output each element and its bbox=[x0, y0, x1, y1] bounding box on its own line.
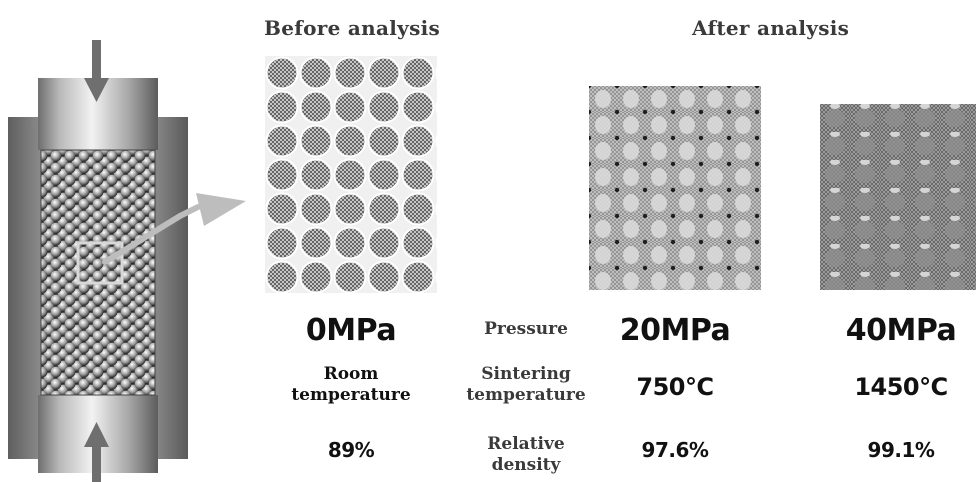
down-arrow-icon bbox=[84, 40, 109, 102]
up-arrow-icon bbox=[84, 422, 109, 482]
row-label-sintering-line2: temperature bbox=[466, 385, 586, 405]
temperature-value-room: Room temperature bbox=[276, 364, 426, 406]
temperature-value-1450: 1450℃ bbox=[854, 373, 948, 401]
temperature-value-750: 750℃ bbox=[636, 373, 714, 401]
magnify-arrow-icon bbox=[102, 193, 246, 265]
magnify-region-box bbox=[76, 241, 124, 285]
row-label-sintering-line1: Sintering bbox=[481, 364, 571, 384]
micrograph-after-20mpa bbox=[589, 86, 761, 290]
micrograph-after-40mpa bbox=[820, 104, 976, 290]
temperature-room-line2: temperature bbox=[291, 385, 411, 405]
temperature-room-line1: Room bbox=[323, 364, 379, 384]
header-after-analysis: After analysis bbox=[692, 16, 850, 40]
density-value-99-1: 99.1% bbox=[867, 438, 935, 462]
row-label-density-line1: Relative bbox=[487, 434, 565, 454]
row-label-pressure: Pressure bbox=[484, 319, 568, 339]
row-label-relative-density: Relative density bbox=[456, 434, 596, 476]
density-value-89: 89% bbox=[327, 438, 375, 462]
micrograph-before-0mpa bbox=[265, 56, 437, 293]
sintering-die-diagram bbox=[8, 40, 246, 482]
density-value-97-6: 97.6% bbox=[641, 438, 709, 462]
row-label-sintering-temperature: Sintering temperature bbox=[456, 364, 596, 406]
row-label-density-line2: density bbox=[491, 455, 561, 475]
header-before-analysis: Before analysis bbox=[264, 16, 441, 40]
pressure-value-20mpa: 20MPa bbox=[619, 313, 731, 348]
powder-compact bbox=[40, 149, 156, 396]
pressure-value-40mpa: 40MPa bbox=[845, 313, 957, 348]
pressure-value-0mpa: 0MPa bbox=[305, 313, 397, 348]
